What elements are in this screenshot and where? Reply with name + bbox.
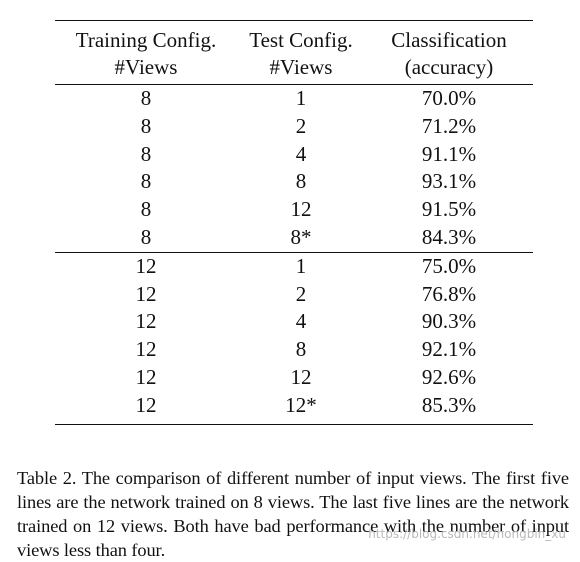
- cell-test-views: 8*: [290, 224, 312, 249]
- table-bottom-rule: [55, 423, 533, 425]
- cell-test-views: 4: [295, 141, 307, 166]
- cell-train-views: 12: [135, 364, 157, 389]
- table-row: 12 4 90.3%: [55, 308, 533, 336]
- cell-train-views: 12: [135, 392, 157, 417]
- cell-train-views: 8: [140, 197, 152, 222]
- table-row: 8 4 91.1%: [55, 141, 533, 169]
- watermark-url: https://blog.csdn.net/hongbin_xu: [368, 527, 566, 541]
- cell-accuracy: 93.1%: [421, 169, 477, 194]
- table-row: 12 12* 85.3%: [55, 392, 533, 424]
- cell-accuracy: 90.3%: [421, 309, 477, 334]
- cell-accuracy: 91.5%: [421, 197, 477, 222]
- cell-test-views: 2: [295, 281, 307, 306]
- cell-train-views: 12: [55, 251, 237, 281]
- table-caption: Table 2. The comparison of different num…: [17, 468, 569, 561]
- cell-accuracy: 92.1%: [421, 337, 477, 362]
- cell-test-views: 12*: [285, 392, 317, 417]
- cell-accuracy: 76.8%: [421, 281, 477, 306]
- results-table-block: Training Config. Test Config. Classifica…: [55, 20, 533, 425]
- cell-test-views: 12: [290, 197, 312, 222]
- table-group-12-views: 12 1 75.0% 12 2 76.8% 12 4 90.3% 12 8 92…: [55, 251, 533, 424]
- table-row: 12 1 75.0%: [55, 251, 533, 281]
- table-row: 8 8* 84.3%: [55, 224, 533, 252]
- cell-accuracy: 84.3%: [421, 224, 477, 249]
- cell-accuracy: 92.6%: [421, 364, 477, 389]
- cell-accuracy: 71.2%: [421, 113, 477, 138]
- cell-train-views: 8: [55, 83, 237, 113]
- cell-test-views: 2: [295, 113, 307, 138]
- cell-test-views: 12: [290, 364, 312, 389]
- header-accuracy: (accuracy): [404, 55, 494, 79]
- table-row: 8 1 70.0%: [55, 83, 533, 113]
- cell-train-views: 8: [140, 141, 152, 166]
- cell-accuracy: 85.3%: [421, 392, 477, 417]
- table-row: 12 8 92.1%: [55, 336, 533, 364]
- header-test-views: #Views: [269, 55, 333, 79]
- table-header: Training Config. Test Config. Classifica…: [55, 21, 533, 85]
- table-row: 12 2 76.8%: [55, 281, 533, 309]
- header-training-config: Training Config.: [75, 28, 217, 52]
- header-training-views: #Views: [114, 55, 178, 79]
- cell-test-views: 1: [237, 83, 365, 113]
- table-row: 8 12 91.5%: [55, 196, 533, 224]
- cell-test-views: 4: [295, 309, 307, 334]
- header-classification: Classification: [391, 28, 507, 52]
- table-row: 12 12 92.6%: [55, 364, 533, 392]
- cell-train-views: 12: [135, 337, 157, 362]
- cell-test-views: 1: [237, 251, 365, 281]
- results-table: Training Config. Test Config. Classifica…: [55, 21, 533, 424]
- cell-train-views: 8: [140, 169, 152, 194]
- table-top-rule: [55, 20, 533, 21]
- cell-train-views: 8: [140, 113, 152, 138]
- cell-test-views: 8: [295, 169, 307, 194]
- cell-train-views: 8: [140, 224, 152, 249]
- cell-accuracy: 75.0%: [365, 251, 533, 281]
- table-group-8-views: 8 1 70.0% 8 2 71.2% 8 4 91.1% 8 8 93.1% …: [55, 83, 533, 253]
- cell-train-views: 12: [135, 281, 157, 306]
- header-test-config: Test Config.: [249, 28, 353, 52]
- cell-accuracy: 70.0%: [365, 83, 533, 113]
- table-row: 8 2 71.2%: [55, 113, 533, 141]
- cell-test-views: 8: [295, 337, 307, 362]
- cell-train-views: 12: [135, 309, 157, 334]
- cell-accuracy: 91.1%: [421, 141, 477, 166]
- table-row: 8 8 93.1%: [55, 168, 533, 196]
